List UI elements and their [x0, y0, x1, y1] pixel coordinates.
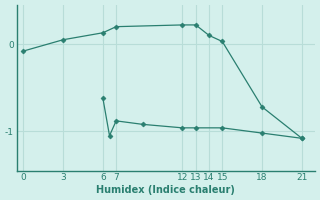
X-axis label: Humidex (Indice chaleur): Humidex (Indice chaleur)	[96, 185, 235, 195]
